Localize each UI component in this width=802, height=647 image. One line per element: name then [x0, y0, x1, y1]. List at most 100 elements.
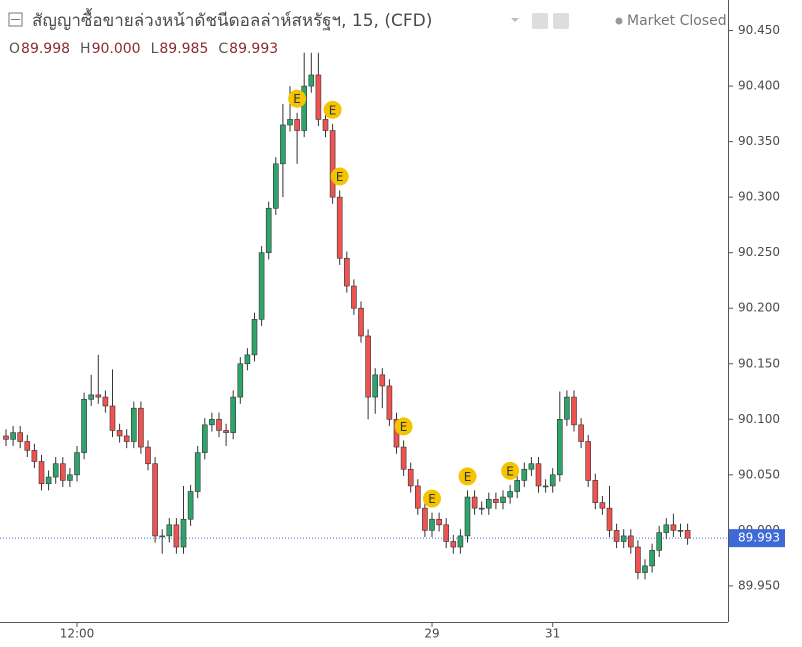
candle-body — [457, 535, 464, 548]
candle-body — [280, 124, 286, 165]
candle-body — [294, 119, 300, 131]
ohlc-key: L — [151, 41, 159, 57]
candle-body — [549, 474, 556, 487]
y-tick-label: 90.350 — [738, 134, 780, 148]
ohlc-header: O 89.998 H 90.000 L 89.985 C 89.993 — [9, 41, 278, 57]
candle-body — [265, 207, 272, 253]
candle-body — [10, 432, 16, 440]
y-tick-label: 90.450 — [738, 23, 780, 37]
event-marker[interactable] — [423, 489, 441, 508]
y-tick-label: 89.950 — [738, 578, 780, 592]
candle-body — [386, 385, 393, 420]
candle-body — [336, 196, 343, 259]
candle-body — [485, 498, 492, 509]
event-label: E — [293, 92, 301, 106]
dropdown-icon[interactable] — [511, 18, 519, 22]
event-label: E — [506, 464, 514, 478]
candle-body — [606, 507, 613, 531]
candle-body — [514, 480, 521, 492]
candle-body — [329, 130, 336, 198]
event-marker[interactable] — [458, 467, 477, 486]
last-price-box — [729, 529, 785, 548]
y-tick-label: 90.400 — [738, 79, 780, 93]
candle-body — [443, 524, 450, 542]
candle-body — [52, 463, 59, 478]
candle-body — [152, 463, 158, 537]
candle-body — [379, 374, 386, 387]
y-tick-label: 90.150 — [738, 356, 780, 370]
ohlc-key: H — [80, 41, 91, 57]
candle-body — [237, 363, 244, 398]
settings-icon[interactable] — [553, 13, 569, 29]
event-label: E — [336, 170, 344, 184]
candle-body — [173, 524, 180, 548]
candle-body — [59, 463, 66, 481]
candle-body — [102, 396, 109, 407]
candle-body — [287, 119, 293, 126]
candle-body — [67, 474, 73, 481]
candle-body — [620, 535, 627, 542]
candle-body — [528, 463, 535, 470]
candle-body — [464, 496, 471, 537]
candle-body — [358, 307, 364, 337]
candle-body — [88, 394, 94, 400]
candle-body — [45, 476, 52, 485]
event-marker[interactable] — [323, 100, 342, 119]
candle-body — [663, 524, 670, 533]
candle-body — [223, 430, 229, 433]
candle-body — [166, 524, 173, 537]
candle-body — [315, 74, 322, 120]
eye-icon[interactable] — [532, 13, 548, 29]
collapse-icon[interactable] — [8, 12, 23, 27]
candle-body — [351, 285, 357, 309]
candle-body — [436, 518, 442, 526]
candle-body — [31, 450, 38, 462]
y-tick-label: 90.100 — [738, 412, 780, 426]
candle-body — [301, 85, 308, 131]
candle-body — [400, 446, 407, 470]
candle-body — [507, 491, 513, 498]
candle-body — [365, 335, 371, 398]
chart-title: สัญญาซื้อขายล่วงหน้าดัชนีดอลล่าห์สหรัฐฯ,… — [32, 8, 432, 31]
event-marker[interactable] — [288, 89, 307, 108]
candle-body — [131, 407, 137, 442]
candle-body — [322, 119, 329, 131]
candle-body — [627, 535, 634, 548]
candle-body — [81, 399, 87, 453]
candle-body — [138, 407, 144, 448]
candle-body — [372, 374, 379, 398]
candle-body — [649, 550, 655, 567]
candle-body — [24, 441, 31, 451]
market-status: Market Closed — [627, 13, 727, 29]
ohlc-value: 89.998 — [21, 41, 70, 57]
event-label: E — [464, 470, 472, 484]
candle-body — [656, 532, 663, 551]
candle-body — [585, 441, 592, 481]
last-price-label: 89.993 — [738, 531, 780, 545]
candle-body — [116, 430, 123, 437]
candle-body — [159, 535, 165, 538]
event-marker[interactable] — [394, 417, 413, 436]
y-tick-label: 90.250 — [738, 245, 780, 259]
candle-body — [308, 74, 315, 87]
candle-body — [521, 468, 528, 481]
x-tick-label: 12:00 — [60, 627, 95, 641]
event-marker[interactable] — [330, 167, 349, 186]
candle-body — [542, 485, 549, 488]
candle-body — [556, 418, 563, 476]
ohlc-value: 90.000 — [92, 41, 141, 57]
event-marker[interactable] — [501, 461, 520, 480]
x-tick-label: 31 — [545, 627, 560, 641]
y-tick-label: 90.200 — [738, 301, 780, 315]
y-tick-label: 90.050 — [738, 467, 780, 481]
candle-body — [599, 502, 606, 509]
candle-body — [244, 354, 251, 365]
candle-body — [251, 319, 258, 356]
candle-body — [564, 396, 570, 420]
candle-body — [407, 468, 414, 487]
ohlc-value: 89.993 — [229, 41, 278, 57]
candle-body — [422, 507, 428, 531]
candle-body — [414, 485, 421, 509]
candle-body — [493, 498, 499, 503]
